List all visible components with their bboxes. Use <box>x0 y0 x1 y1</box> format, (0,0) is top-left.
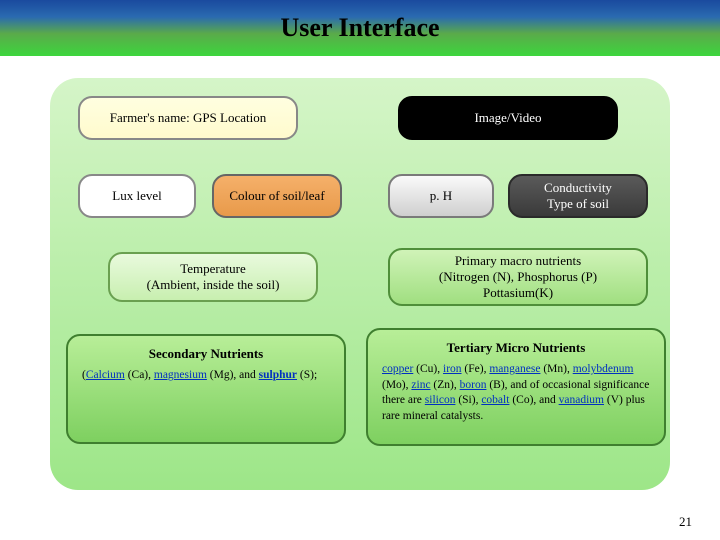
link-sulphur: sulphur <box>259 369 297 381</box>
link-zinc: zinc <box>411 379 430 391</box>
link-copper: copper <box>382 363 413 375</box>
box-temperature: Temperature (Ambient, inside the soil) <box>108 252 318 302</box>
box-tertiary-nutrients: Tertiary Micro Nutrients copper (Cu), ir… <box>366 328 666 446</box>
title-bar: User Interface <box>0 0 720 56</box>
page-number: 21 <box>679 514 692 530</box>
diagram-canvas: Farmer's name: GPS Location Image/Video … <box>0 66 720 526</box>
link-molybdenum: molybdenum <box>573 363 634 375</box>
header: Secondary Nutrients <box>82 346 330 362</box>
header: Tertiary Micro Nutrients <box>382 340 650 356</box>
link-calcium: Calcium <box>86 369 125 381</box>
line1: Temperature <box>180 261 246 277</box>
label: Farmer's name: GPS Location <box>110 110 267 126</box>
body: (Calcium (Ca), magnesium (Mg), and sulph… <box>82 368 317 384</box>
body: copper (Cu), iron (Fe), manganese (Mn), … <box>382 362 650 424</box>
box-primary-nutrients: Primary macro nutrients (Nitrogen (N), P… <box>388 248 648 306</box>
label: Colour of soil/leaf <box>229 188 324 204</box>
link-boron: boron <box>460 379 487 391</box>
box-secondary-nutrients: Secondary Nutrients (Calcium (Ca), magne… <box>66 334 346 444</box>
box-conductivity: Conductivity Type of soil <box>508 174 648 218</box>
box-image-video: Image/Video <box>398 96 618 140</box>
box-ph: p. H <box>388 174 494 218</box>
line2: (Ambient, inside the soil) <box>147 277 280 293</box>
line1: Conductivity <box>544 180 612 196</box>
box-lux-level: Lux level <box>78 174 196 218</box>
label: Image/Video <box>474 110 541 126</box>
box-colour-soil-leaf: Colour of soil/leaf <box>212 174 342 218</box>
link-magnesium: magnesium <box>154 369 207 381</box>
link-iron: iron <box>443 363 462 375</box>
page-title: User Interface <box>280 13 439 43</box>
link-manganese: manganese <box>489 363 540 375</box>
link-vanadium: vanadium <box>559 394 604 406</box>
link-cobalt: cobalt <box>481 394 509 406</box>
line1: Primary macro nutrients <box>455 253 581 269</box>
label: p. H <box>430 188 452 204</box>
box-farmer-gps: Farmer's name: GPS Location <box>78 96 298 140</box>
label: Lux level <box>112 188 161 204</box>
line2: (Nitrogen (N), Phosphorus (P) <box>439 269 597 285</box>
line3: Pottasium(K) <box>483 285 553 301</box>
line2: Type of soil <box>547 196 609 212</box>
link-silicon: silicon <box>425 394 456 406</box>
